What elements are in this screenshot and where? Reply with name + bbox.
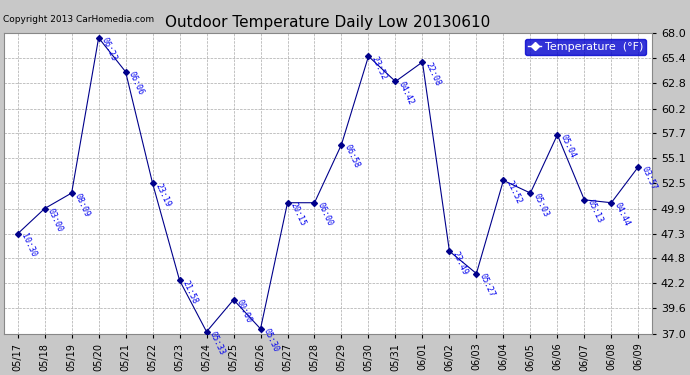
Text: 06:58: 06:58 bbox=[343, 143, 362, 170]
Text: 04:42: 04:42 bbox=[397, 80, 415, 106]
Text: 05:30: 05:30 bbox=[262, 327, 281, 354]
Text: 06:00: 06:00 bbox=[316, 201, 335, 228]
Text: 06:06: 06:06 bbox=[127, 70, 146, 97]
Text: 04:44: 04:44 bbox=[613, 201, 631, 228]
Text: 21:52: 21:52 bbox=[505, 179, 524, 206]
Text: 05:04: 05:04 bbox=[559, 134, 578, 160]
Text: 00:00: 00:00 bbox=[235, 298, 254, 325]
Text: 20:15: 20:15 bbox=[289, 201, 308, 228]
Text: 05:13: 05:13 bbox=[586, 198, 604, 225]
Text: 05:33: 05:33 bbox=[208, 330, 226, 357]
Text: 23:19: 23:19 bbox=[154, 182, 172, 209]
Legend: Temperature  (°F): Temperature (°F) bbox=[524, 39, 647, 55]
Text: 23:49: 23:49 bbox=[451, 250, 469, 276]
Text: 22:08: 22:08 bbox=[424, 61, 442, 87]
Text: Copyright 2013 CarHomedia.com: Copyright 2013 CarHomedia.com bbox=[3, 15, 155, 24]
Text: 03:00: 03:00 bbox=[46, 207, 65, 234]
Text: 05:27: 05:27 bbox=[477, 272, 497, 298]
Text: 08:09: 08:09 bbox=[73, 192, 92, 218]
Text: 21:58: 21:58 bbox=[181, 279, 199, 305]
Text: 05:03: 05:03 bbox=[532, 192, 551, 218]
Text: 23:52: 23:52 bbox=[370, 55, 388, 81]
Text: 10:30: 10:30 bbox=[19, 232, 38, 259]
Title: Outdoor Temperature Daily Low 20130610: Outdoor Temperature Daily Low 20130610 bbox=[166, 15, 491, 30]
Text: 06:23: 06:23 bbox=[100, 36, 119, 63]
Text: 03:57: 03:57 bbox=[640, 165, 658, 192]
